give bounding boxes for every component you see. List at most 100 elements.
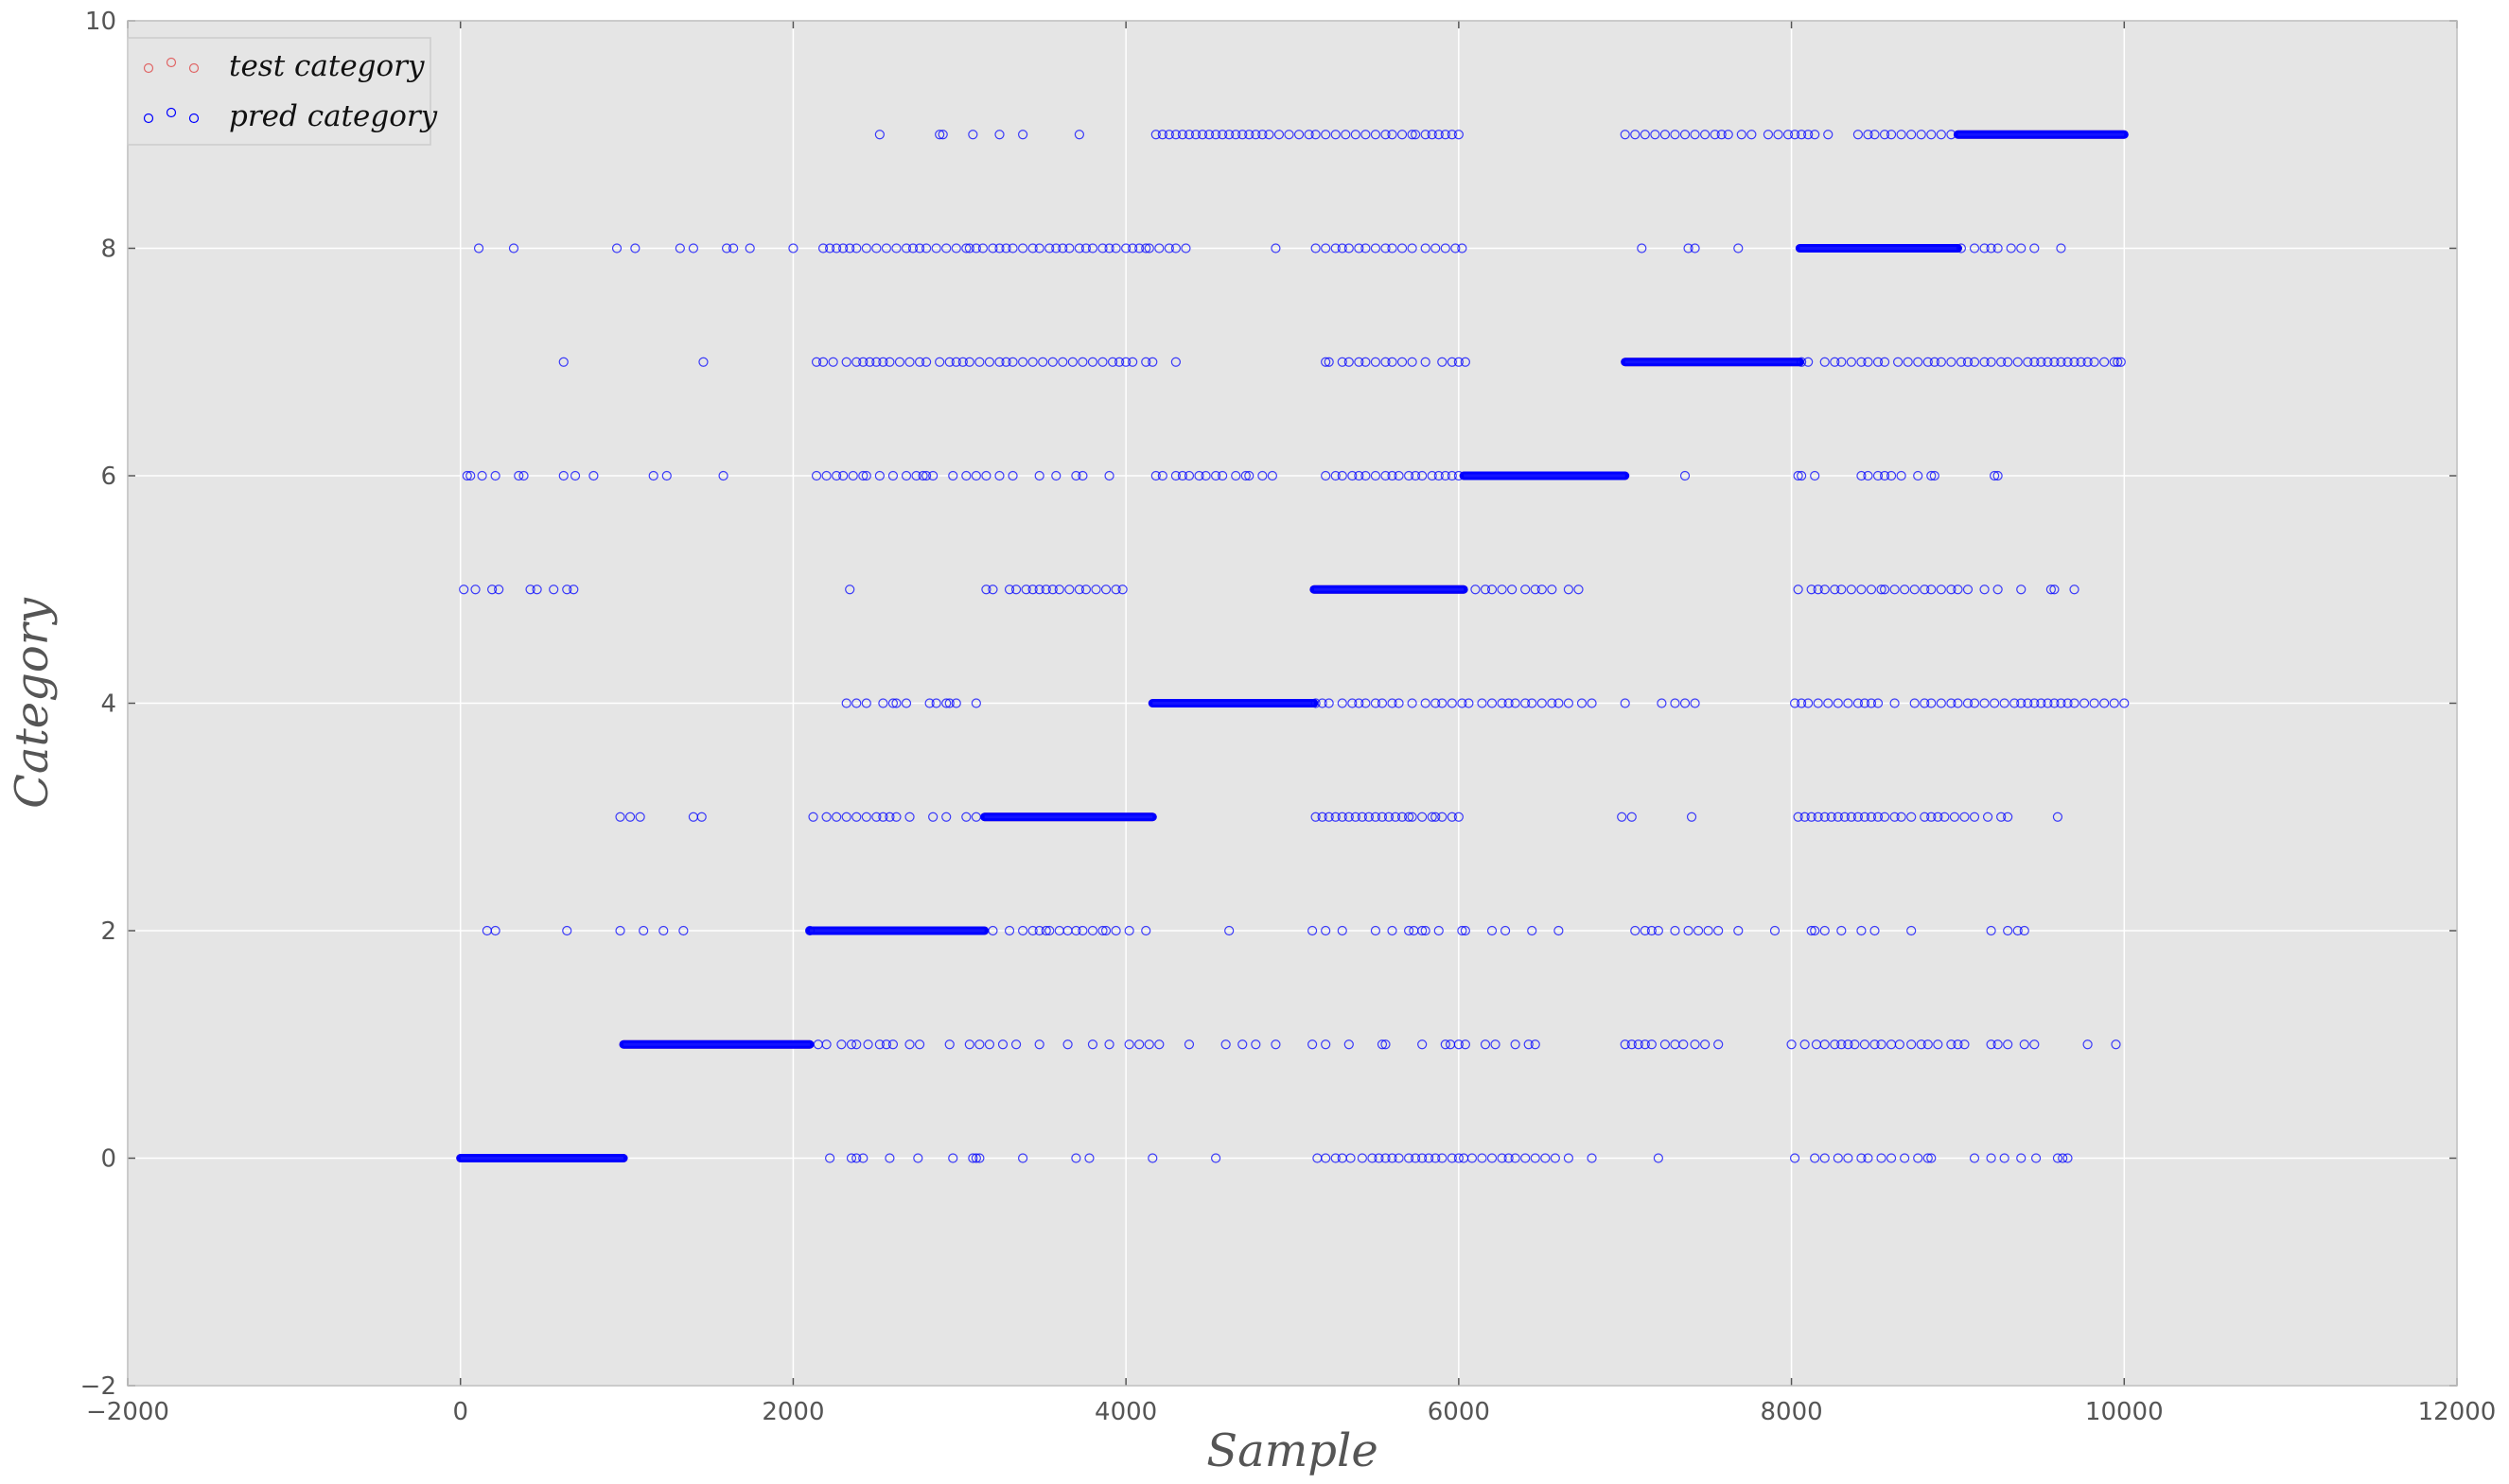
data-point: [2115, 357, 2126, 367]
data-point: [1330, 130, 1341, 140]
data-point: [874, 130, 885, 140]
data-point: [1097, 243, 1108, 253]
data-point: [1990, 698, 2000, 708]
data-point: [901, 698, 912, 708]
data-point: [1786, 1039, 1797, 1050]
data-point: [1271, 1039, 1281, 1050]
data-point: [688, 243, 699, 253]
data-point: [1293, 130, 1305, 140]
data-point: [1992, 243, 2003, 253]
data-point: [1843, 1153, 1853, 1163]
data-point: [1387, 130, 1397, 140]
data-point: [1626, 1039, 1637, 1050]
data-point: [1211, 1153, 1221, 1163]
data-point: [1018, 357, 1028, 367]
data-point: [1154, 243, 1165, 253]
data-point: [1170, 357, 1182, 367]
data-point: [698, 357, 709, 367]
data-point: [2049, 698, 2060, 708]
data-point: [1417, 925, 1428, 936]
data-point: [1148, 1153, 1158, 1163]
data-point: [1826, 812, 1836, 822]
data-point: [1237, 130, 1248, 140]
data-point: [1782, 130, 1794, 140]
data-point: [861, 470, 871, 481]
y-tick-label: 2: [100, 917, 116, 946]
data-point: [1633, 1039, 1643, 1050]
data-point: [1380, 357, 1391, 367]
data-point: [1411, 130, 1421, 140]
data-point: [1078, 357, 1088, 367]
data-point: [1480, 1039, 1491, 1050]
data-point: [1789, 130, 1800, 140]
data-point: [1846, 812, 1856, 822]
data-point: [1220, 1039, 1231, 1050]
data-point: [1879, 357, 1890, 367]
data-point: [1510, 1153, 1520, 1163]
data-point: [1813, 698, 1823, 708]
data-point: [2023, 698, 2033, 708]
data-point: [1307, 1039, 1318, 1050]
data-point: [1080, 243, 1092, 253]
data-point: [1819, 1153, 1830, 1163]
data-point: [1480, 585, 1491, 595]
data-point: [2056, 357, 2066, 367]
data-point: [1659, 1039, 1671, 1050]
data-point: [1959, 1039, 1970, 1050]
data-point: [1833, 812, 1843, 822]
data-point: [1679, 130, 1691, 140]
data-point: [1872, 357, 1884, 367]
data-point: [1810, 925, 1820, 936]
data-point: [1986, 243, 1996, 253]
data-point: [1863, 1153, 1873, 1163]
data-point: [1956, 243, 1967, 253]
data-point: [1420, 243, 1430, 253]
data-point: [1986, 925, 1996, 936]
data-point: [1430, 1153, 1441, 1163]
data-point: [1203, 130, 1215, 140]
data-point: [1150, 470, 1161, 481]
data-point: [1367, 1153, 1377, 1163]
data-point: [1733, 243, 1744, 253]
legend-marker-dot: [166, 57, 177, 68]
data-point: [1700, 130, 1711, 140]
data-point: [1360, 470, 1371, 481]
data-point: [1819, 925, 1830, 936]
x-tick-label: −2000: [86, 1398, 169, 1426]
data-point: [1354, 357, 1364, 367]
data-point: [1058, 357, 1068, 367]
data-point: [1447, 1153, 1457, 1163]
data-point: [1913, 1153, 1923, 1163]
data-point: [1903, 357, 1913, 367]
data-point: [1906, 812, 1917, 822]
data-point: [1317, 812, 1327, 822]
data-point: [858, 470, 868, 481]
data-point: [808, 812, 818, 822]
data-point: [1087, 243, 1098, 253]
data-point: [1004, 585, 1015, 595]
data-point: [1640, 925, 1650, 936]
data-point: [918, 470, 928, 481]
data-point: [1337, 698, 1347, 708]
data-point: [1852, 698, 1864, 708]
data-point: [1211, 470, 1221, 481]
data-point: [971, 470, 981, 481]
data-point: [1536, 585, 1547, 595]
data-point: [1170, 130, 1182, 140]
x-tick-label: 8000: [1760, 1398, 1822, 1426]
data-point: [1377, 698, 1388, 708]
data-point: [1064, 243, 1075, 253]
data-point: [1852, 130, 1864, 140]
data-point: [2069, 698, 2079, 708]
data-point: [832, 812, 842, 822]
data-point: [1896, 130, 1906, 140]
data-point: [1407, 698, 1417, 708]
data-point: [1271, 243, 1281, 253]
data-point: [1128, 243, 1138, 253]
legend-label-test: test category: [229, 49, 425, 83]
data-point: [2029, 698, 2040, 708]
data-point: [948, 470, 958, 481]
data-point: [1350, 130, 1360, 140]
data-point: [961, 243, 972, 253]
data-point: [1490, 1039, 1500, 1050]
